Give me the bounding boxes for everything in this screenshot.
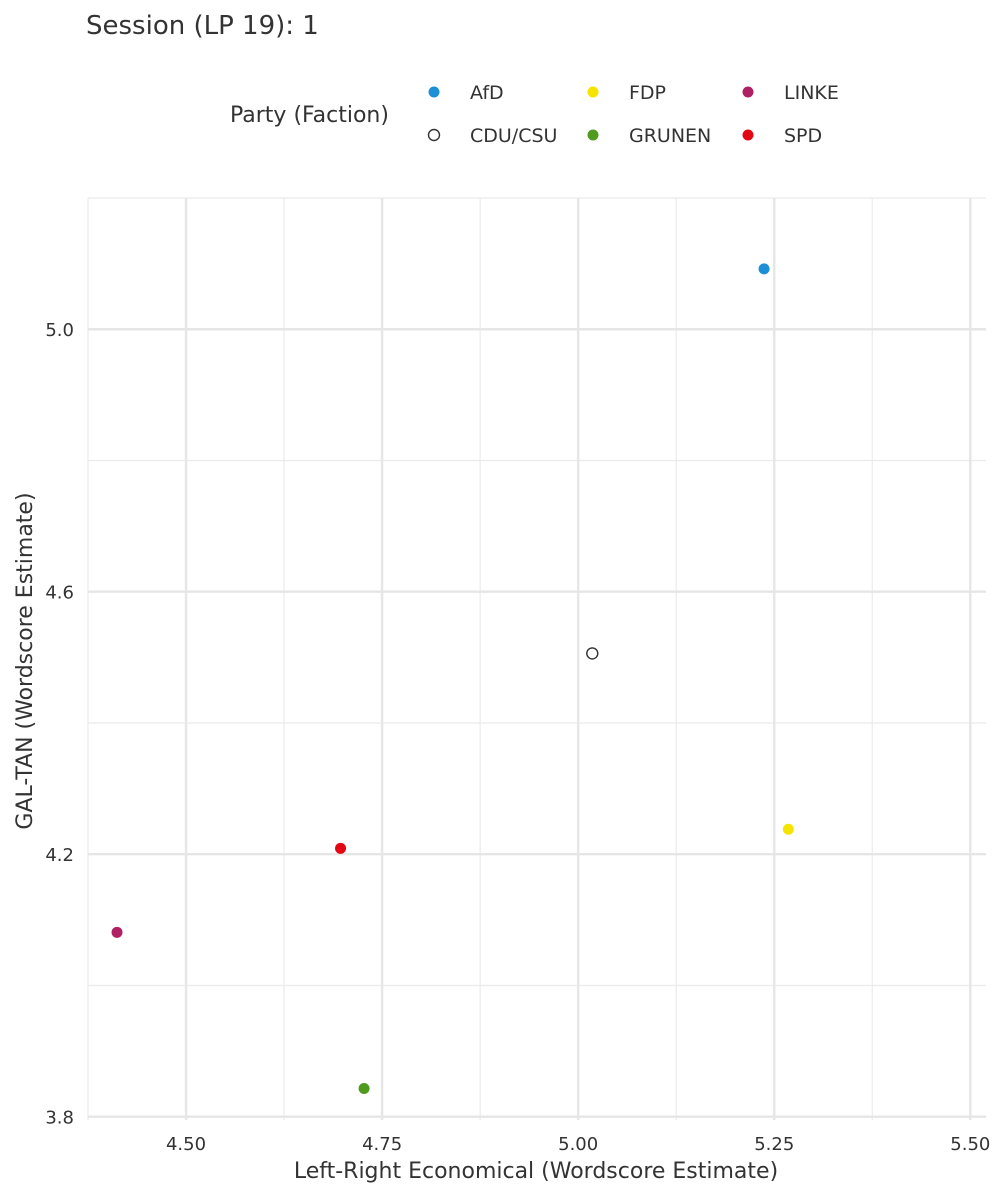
x-tick-label: 4.50 <box>166 1134 206 1155</box>
data-point-linke <box>111 926 123 938</box>
data-point-spd <box>335 842 347 854</box>
x-tick-label: 5.25 <box>754 1134 794 1155</box>
legend-key-afd <box>428 86 440 98</box>
y-tick-label: 3.8 <box>45 1108 74 1129</box>
data-points <box>111 263 794 1095</box>
legend-key-cdu-csu <box>427 128 441 142</box>
y-axis-label: GAL-TAN (Wordscore Estimate) <box>13 492 38 829</box>
data-point-fdp <box>782 823 794 835</box>
legend-label: LINKE <box>784 82 839 104</box>
legend-key-linke <box>742 86 754 98</box>
legend-label: FDP <box>629 82 666 104</box>
data-point-grunen <box>358 1083 370 1095</box>
legend-key-grunen <box>587 129 599 141</box>
chart-title: Session (LP 19): 1 <box>86 11 319 41</box>
legend-label: CDU/CSU <box>470 125 557 147</box>
legend-label: GRUNEN <box>629 125 711 147</box>
legend-key-spd <box>742 129 754 141</box>
legend-key-fdp <box>587 86 599 98</box>
x-tick-label: 5.00 <box>558 1134 598 1155</box>
legend-title: Party (Faction) <box>230 103 389 128</box>
x-tick-label: 4.75 <box>362 1134 402 1155</box>
legend-label: SPD <box>784 125 822 147</box>
x-axis-label: Left-Right Economical (Wordscore Estimat… <box>294 1159 778 1184</box>
axis-ticks: 4.50 4.75 5.00 5.25 5.50 3.8 4.2 4.6 5.0 <box>45 320 990 1155</box>
data-point-cdu-csu <box>586 647 599 660</box>
data-point-afd <box>758 263 770 275</box>
legend: Party (Faction) AfD CDU/CSU FDP GRUNEN LINKE… <box>230 82 839 147</box>
y-tick-label: 5.0 <box>45 320 74 341</box>
y-tick-label: 4.2 <box>45 845 74 866</box>
legend-label: AfD <box>470 82 504 104</box>
x-tick-label: 5.50 <box>950 1134 990 1155</box>
y-tick-label: 4.6 <box>45 583 74 604</box>
grid <box>87 197 986 1120</box>
